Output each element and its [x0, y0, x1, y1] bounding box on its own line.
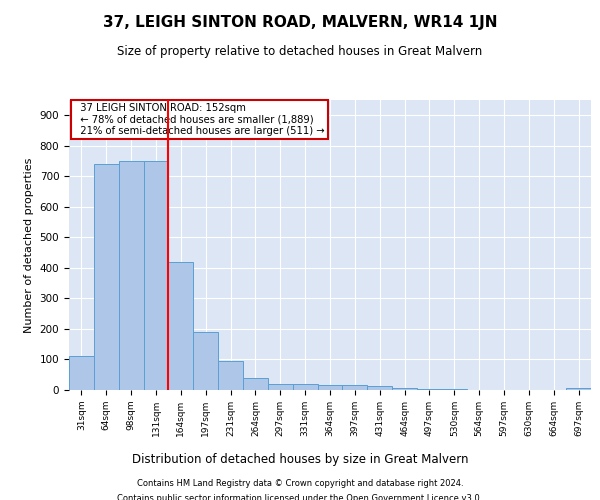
Bar — [69, 356, 94, 390]
Text: 37 LEIGH SINTON ROAD: 152sqm
  ← 78% of detached houses are smaller (1,889)
  21: 37 LEIGH SINTON ROAD: 152sqm ← 78% of de… — [74, 103, 325, 136]
Bar — [566, 388, 591, 390]
Text: Contains public sector information licensed under the Open Government Licence v3: Contains public sector information licen… — [118, 494, 482, 500]
Bar — [169, 262, 193, 390]
Y-axis label: Number of detached properties: Number of detached properties — [24, 158, 34, 332]
Bar — [218, 361, 243, 390]
Text: Contains HM Land Registry data © Crown copyright and database right 2024.: Contains HM Land Registry data © Crown c… — [137, 479, 463, 488]
Bar — [243, 378, 268, 390]
Bar — [193, 332, 218, 390]
Text: Distribution of detached houses by size in Great Malvern: Distribution of detached houses by size … — [132, 452, 468, 466]
Bar — [268, 384, 293, 390]
Bar — [392, 388, 417, 390]
Bar — [94, 164, 119, 390]
Text: 37, LEIGH SINTON ROAD, MALVERN, WR14 1JN: 37, LEIGH SINTON ROAD, MALVERN, WR14 1JN — [103, 15, 497, 30]
Bar — [293, 384, 317, 390]
Bar — [317, 386, 343, 390]
Bar — [119, 161, 143, 390]
Bar — [343, 386, 367, 390]
Bar — [143, 161, 169, 390]
Text: Size of property relative to detached houses in Great Malvern: Size of property relative to detached ho… — [118, 45, 482, 58]
Bar — [367, 386, 392, 390]
